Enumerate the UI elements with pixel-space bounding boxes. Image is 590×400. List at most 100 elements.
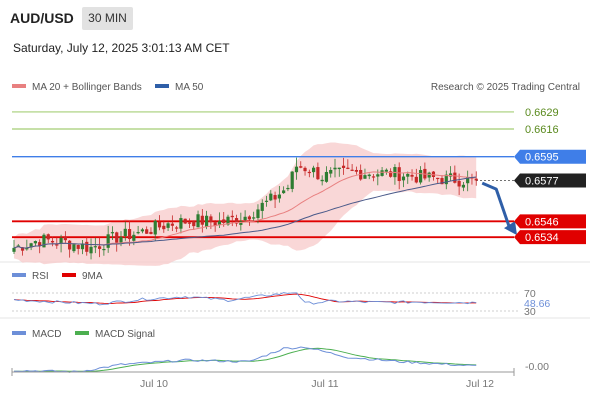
price-label-0.6616: 0.6616	[525, 124, 559, 136]
candle-body	[162, 225, 166, 230]
candle-body	[42, 234, 46, 248]
candle-body	[260, 202, 264, 211]
candle-body	[264, 200, 269, 202]
candle-body	[127, 229, 132, 240]
price-tag-0.6534	[514, 230, 586, 245]
candle-body	[192, 221, 196, 227]
candle-body	[256, 209, 260, 219]
candle-body	[307, 171, 311, 174]
candle-body	[294, 166, 299, 173]
candle-body	[367, 174, 371, 177]
x-tick-jul11: Jul 11	[311, 378, 338, 390]
candle-body	[290, 171, 294, 189]
candle-body	[175, 227, 179, 229]
candle-body	[401, 176, 406, 181]
candle-body	[72, 244, 76, 252]
candle-body	[179, 218, 183, 229]
candle-body	[444, 174, 448, 185]
candle-body	[170, 223, 174, 226]
candle-body	[436, 177, 440, 180]
candle-body	[166, 223, 170, 228]
macd-panel: MACD MACD Signal -0.00	[12, 329, 549, 373]
price-level-labels: 0.6629 0.6616 0.6595 0.6577 0.6546 0.6534	[514, 107, 586, 245]
price-label-0.6629: 0.6629	[525, 107, 559, 119]
ma20-legend-swatch	[12, 84, 26, 88]
x-tick-jul12: Jul 12	[466, 378, 494, 390]
candle-body	[269, 193, 273, 201]
candle-body	[282, 190, 286, 194]
candle-body	[273, 195, 277, 200]
candle-body	[346, 167, 350, 169]
candle-body	[350, 169, 354, 171]
candle-body	[320, 179, 324, 182]
candle-body	[89, 246, 93, 254]
forecast-arrow	[481, 181, 517, 236]
candle-body	[303, 167, 307, 172]
candle-body	[448, 173, 453, 177]
candle-body	[371, 176, 376, 178]
price-label-0.6577: 0.6577	[525, 175, 559, 187]
candle-body	[213, 222, 217, 227]
rsi-line	[13, 292, 477, 306]
candle-body	[102, 248, 106, 251]
candle-body	[106, 234, 110, 248]
candle-body	[354, 169, 358, 172]
candle-body	[196, 214, 200, 228]
candle-body	[247, 216, 251, 220]
candle-body	[243, 216, 247, 221]
candle-body	[187, 222, 192, 224]
candle-body	[59, 237, 63, 244]
price-label-0.6546: 0.6546	[525, 216, 559, 228]
candle-body	[183, 218, 187, 224]
credit-text: Research © 2025 Trading Central	[431, 82, 580, 93]
candle-body	[397, 167, 401, 182]
price-tag-0.6577	[514, 173, 586, 188]
candle-body	[149, 231, 153, 235]
candle-body	[337, 167, 341, 170]
candle-body	[252, 217, 256, 219]
candle-body	[427, 172, 431, 178]
main-legend: MA 20 + Bollinger Bands MA 50 Research ©…	[12, 82, 580, 93]
candle-body	[474, 178, 478, 181]
chart-datetime: Saturday, July 12, 2025 3:01:13 AM CET	[13, 41, 230, 55]
candle-body	[363, 175, 367, 179]
x-tick-jul10: Jul 10	[140, 378, 168, 390]
candle-body	[50, 240, 55, 243]
price-tag-0.6546	[514, 214, 586, 229]
instrument-title: AUD/USD	[10, 10, 74, 26]
forecast-arrow-head	[504, 221, 517, 236]
candle-body	[115, 232, 119, 243]
candle-body	[76, 245, 80, 249]
candle-body	[20, 247, 25, 251]
rsi-level-70: 70	[524, 288, 536, 300]
candle-body	[38, 242, 42, 246]
candle-body	[333, 167, 337, 170]
macd-signal-legend-label: MACD Signal	[95, 329, 155, 340]
candle-body	[277, 194, 281, 199]
candle-body	[140, 229, 144, 232]
candle-body	[341, 165, 346, 168]
candle-body	[119, 237, 123, 243]
candle-body	[419, 170, 423, 183]
candle-body	[85, 241, 89, 252]
candle-body	[110, 232, 115, 234]
moving-averages	[13, 171, 477, 249]
candle-body	[380, 170, 384, 176]
ma20-legend-label: MA 20 + Bollinger Bands	[32, 82, 142, 93]
rsi-ma-legend-label: 9MA	[82, 271, 103, 282]
rsi-level-30: 30	[524, 306, 536, 318]
candle-body	[222, 219, 226, 223]
rsi-ma-line	[13, 293, 477, 304]
candle-body	[466, 177, 470, 184]
price-label-0.6534: 0.6534	[525, 232, 559, 244]
macd-line	[13, 346, 477, 373]
rsi-legend-swatch	[12, 273, 26, 277]
candle-body	[16, 245, 20, 247]
candle-body	[312, 167, 316, 173]
candle-body	[299, 166, 303, 168]
price-levels	[12, 111, 514, 239]
timeframe-badge[interactable]: 30 MIN	[82, 7, 133, 30]
candle-body	[406, 173, 410, 177]
candle-body	[414, 176, 418, 183]
candle-body	[68, 240, 72, 250]
